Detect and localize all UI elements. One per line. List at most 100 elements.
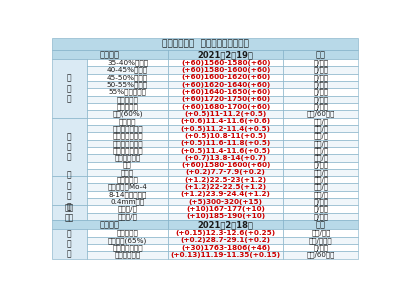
Bar: [168, 206, 283, 213]
Bar: [168, 154, 283, 161]
Text: 万元/吨: 万元/吨: [313, 140, 328, 146]
Text: 钼都贸易网：  主要钼产品每日报价: 钼都贸易网： 主要钼产品每日报价: [162, 39, 248, 48]
Bar: [168, 66, 283, 74]
Text: (+0.5)11-11.2(+0.5): (+0.5)11-11.2(+0.5): [184, 111, 267, 117]
Text: 美元/磅钼: 美元/磅钼: [311, 230, 330, 236]
Bar: [168, 125, 283, 132]
Text: 美元/千克钼: 美元/千克钼: [309, 237, 333, 244]
Text: 元/吨度: 元/吨度: [313, 162, 328, 169]
Bar: [168, 147, 283, 154]
Bar: [283, 206, 358, 213]
Text: 55%以上钼精矿: 55%以上钼精矿: [108, 89, 146, 95]
Bar: [283, 184, 358, 191]
Text: 单位: 单位: [316, 50, 326, 59]
Bar: [168, 50, 283, 59]
Bar: [87, 110, 168, 118]
Bar: [87, 184, 168, 191]
Bar: [87, 169, 168, 176]
Text: (+60)1620-1640(+60): (+60)1620-1640(+60): [181, 82, 270, 88]
Text: (+1.2)22.5-23(+1.2): (+1.2)22.5-23(+1.2): [185, 177, 267, 183]
Text: (+60)1640-1650(+60): (+60)1640-1650(+60): [181, 89, 270, 95]
Bar: [168, 132, 283, 140]
Bar: [283, 147, 358, 154]
Text: (+1.2)23.9-24.4(+1.2): (+1.2)23.9-24.4(+1.2): [181, 191, 271, 197]
Bar: [87, 103, 168, 110]
Bar: [168, 220, 283, 229]
Text: (+0.2)7.7-7.9(+0.2): (+0.2)7.7-7.9(+0.2): [186, 169, 266, 175]
Text: 四钼酸铵一级品: 四钼酸铵一级品: [112, 125, 143, 132]
Text: (+0.6)11.4-11.6(+0.6): (+0.6)11.4-11.6(+0.6): [181, 118, 271, 124]
Bar: [168, 198, 283, 206]
Bar: [283, 103, 358, 110]
Text: 2021年2月18日: 2021年2月18日: [198, 220, 254, 229]
Bar: [283, 237, 358, 244]
Bar: [87, 251, 168, 259]
Text: 钼铁(60%): 钼铁(60%): [112, 111, 143, 117]
Text: 万元/吨: 万元/吨: [313, 191, 328, 198]
Text: 8-14公斤钼板坯: 8-14公斤钼板坯: [108, 191, 147, 198]
Bar: [87, 213, 168, 220]
Bar: [52, 59, 87, 118]
Bar: [87, 237, 168, 244]
Bar: [168, 59, 283, 66]
Bar: [87, 125, 168, 132]
Text: (+10)167-177(+10): (+10)167-177(+10): [186, 206, 265, 212]
Text: 钼铁折人民币: 钼铁折人民币: [114, 252, 141, 258]
Bar: [283, 140, 358, 147]
Text: (+60)1560-1580(+60): (+60)1560-1580(+60): [181, 60, 270, 66]
Bar: [87, 88, 168, 96]
Text: 元/千克: 元/千克: [313, 213, 328, 220]
Text: 废钼块/片: 废钼块/片: [118, 213, 138, 220]
Bar: [87, 206, 168, 213]
Bar: [283, 198, 358, 206]
Text: 元/吨度: 元/吨度: [313, 96, 328, 103]
Bar: [168, 169, 283, 176]
Text: 元/吨度: 元/吨度: [313, 59, 328, 66]
Bar: [283, 88, 358, 96]
Text: 钼
化
工: 钼 化 工: [67, 132, 72, 162]
Bar: [283, 220, 358, 229]
Bar: [168, 96, 283, 103]
Text: (+60)1580-1600(+60): (+60)1580-1600(+60): [181, 67, 270, 73]
Text: (+0.5)11.2-11.4(+0.5): (+0.5)11.2-11.4(+0.5): [181, 126, 271, 132]
Bar: [168, 184, 283, 191]
Text: 钼
深
加
工: 钼 深 加 工: [67, 171, 72, 211]
Bar: [87, 191, 168, 198]
Text: 钼粉一级品: 钼粉一级品: [116, 176, 138, 183]
Text: 元/吨度: 元/吨度: [313, 81, 328, 88]
Bar: [283, 81, 358, 88]
Text: 元/千克: 元/千克: [313, 206, 328, 212]
Bar: [168, 191, 283, 198]
Bar: [283, 66, 358, 74]
Bar: [168, 213, 283, 220]
Bar: [168, 110, 283, 118]
Text: (+0.5)11.6-11.8(+0.5): (+0.5)11.6-11.8(+0.5): [180, 140, 271, 146]
Text: 国际氧化钼: 国际氧化钼: [116, 230, 138, 236]
Text: 报价产品: 报价产品: [100, 220, 120, 229]
Text: 钼酸钠: 钼酸钠: [121, 169, 134, 176]
Bar: [283, 96, 358, 103]
Text: 0.4mm钼杆: 0.4mm钼杆: [110, 198, 145, 205]
Text: 元/吨度: 元/吨度: [313, 89, 328, 95]
Text: (+0.15)12.3-12.6(+0.25): (+0.15)12.3-12.6(+0.25): [176, 230, 276, 236]
Bar: [87, 244, 168, 251]
Bar: [283, 213, 358, 220]
Bar: [168, 229, 283, 237]
Bar: [283, 169, 358, 176]
Text: 冶金氧化钼: 冶金氧化钼: [116, 103, 138, 110]
Text: 万元/吨: 万元/吨: [313, 169, 328, 176]
Text: 2021年2月19日: 2021年2月19日: [198, 50, 254, 59]
Text: (+60)1600-1620(+60): (+60)1600-1620(+60): [181, 74, 270, 80]
Bar: [168, 74, 283, 81]
Text: (+5)300-320(+15): (+5)300-320(+15): [189, 199, 263, 205]
Bar: [87, 118, 168, 125]
Text: 40-45%钼精矿: 40-45%钼精矿: [107, 67, 148, 74]
Text: 万元/60基吨: 万元/60基吨: [307, 111, 335, 117]
Text: 炼钢钼丨条Mo-4: 炼钢钼丨条Mo-4: [108, 184, 148, 190]
Bar: [283, 110, 358, 118]
Bar: [283, 251, 358, 259]
Bar: [87, 229, 168, 237]
Text: 45-50%钼精矿: 45-50%钼精矿: [107, 74, 148, 81]
Bar: [168, 140, 283, 147]
Text: 国
际
钼: 国 际 钼: [67, 229, 72, 259]
